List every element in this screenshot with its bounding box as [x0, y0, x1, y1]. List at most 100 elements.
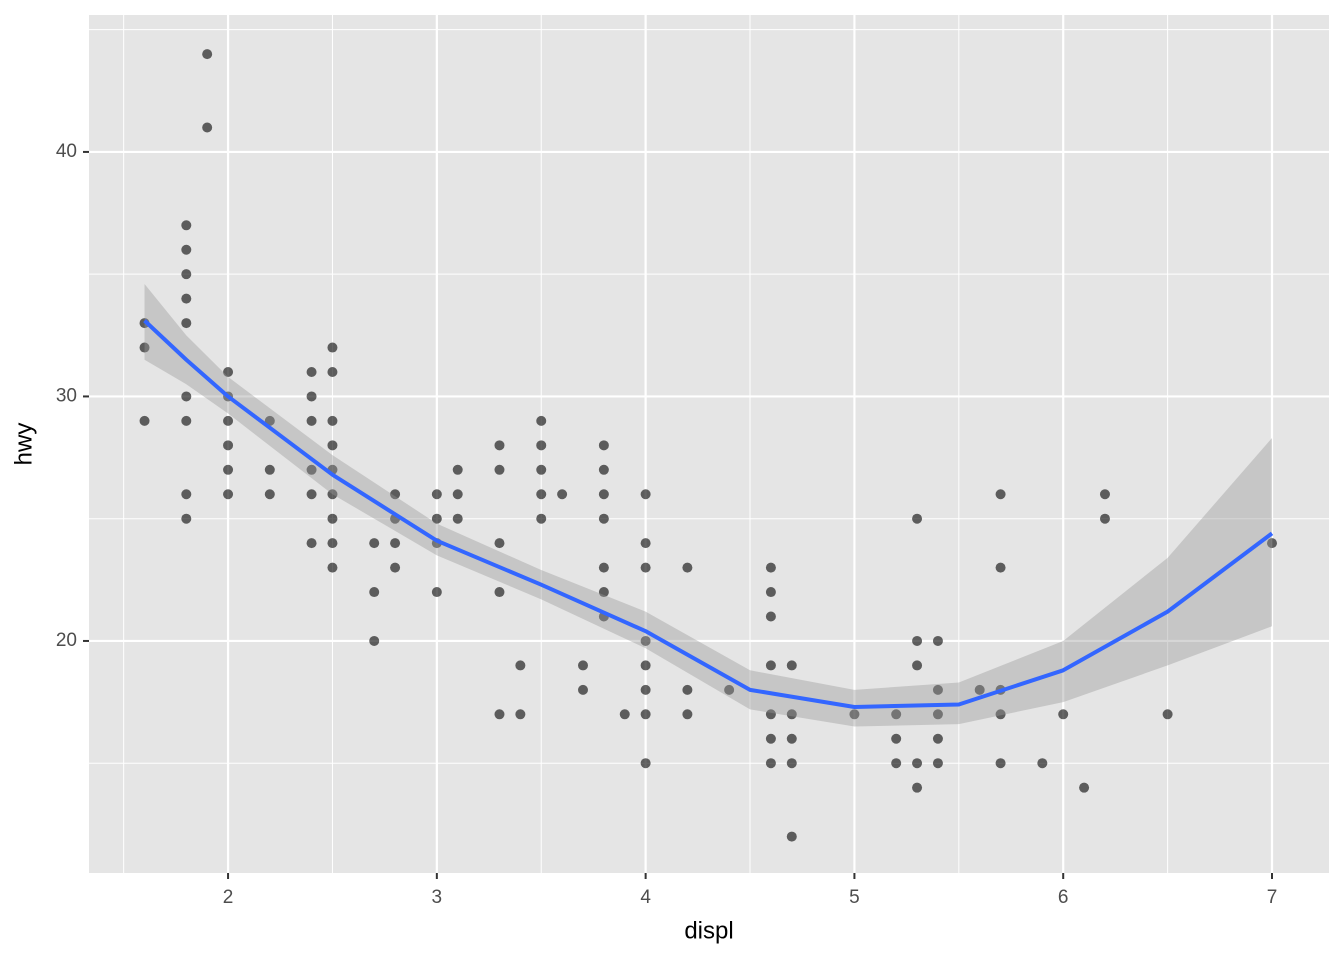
point [577, 660, 588, 671]
point [223, 366, 234, 377]
point [640, 538, 651, 549]
point [536, 489, 547, 500]
point [494, 709, 505, 720]
point [452, 464, 463, 475]
point [202, 122, 213, 133]
point [1079, 782, 1090, 793]
point [327, 562, 338, 573]
point [515, 709, 526, 720]
point [327, 440, 338, 451]
y-axis-title: hwy [10, 423, 37, 466]
point [181, 391, 192, 402]
point [932, 635, 943, 646]
point [181, 489, 192, 500]
point [598, 587, 609, 598]
point [306, 489, 317, 500]
point [181, 293, 192, 304]
point [598, 513, 609, 524]
point [912, 782, 923, 793]
point [682, 709, 693, 720]
point [640, 562, 651, 573]
x-tick-label: 4 [640, 887, 651, 908]
point [536, 464, 547, 475]
point [786, 660, 797, 671]
point [306, 464, 317, 475]
point [202, 49, 213, 60]
point [640, 635, 651, 646]
point [765, 587, 776, 598]
point [1099, 489, 1110, 500]
point [139, 415, 150, 426]
point [306, 415, 317, 426]
point [181, 513, 192, 524]
panel [89, 15, 1329, 873]
point [536, 513, 547, 524]
x-tick-label: 6 [1058, 887, 1069, 908]
point [598, 464, 609, 475]
x-axis-title: displ [684, 917, 733, 944]
point [682, 562, 693, 573]
point [181, 415, 192, 426]
point [494, 587, 505, 598]
point [494, 464, 505, 475]
point [1267, 538, 1278, 549]
point [932, 758, 943, 769]
point [932, 733, 943, 744]
point [598, 489, 609, 500]
point [264, 464, 275, 475]
point [891, 733, 902, 744]
x-tick-label: 7 [1267, 887, 1278, 908]
point [431, 513, 442, 524]
point [1058, 709, 1069, 720]
point [786, 733, 797, 744]
point [536, 440, 547, 451]
point [974, 684, 985, 695]
point [765, 733, 776, 744]
point [264, 489, 275, 500]
point [891, 709, 902, 720]
point [640, 709, 651, 720]
point [536, 415, 547, 426]
point [369, 587, 380, 598]
point [306, 538, 317, 549]
point [223, 489, 234, 500]
y-tick-label: 40 [56, 141, 77, 162]
x-tick-label: 3 [432, 887, 443, 908]
point [912, 758, 923, 769]
point [327, 342, 338, 353]
point [640, 489, 651, 500]
point [786, 831, 797, 842]
point [1037, 758, 1048, 769]
point [724, 684, 735, 695]
confidence-band [144, 283, 1273, 727]
point [891, 758, 902, 769]
point [223, 440, 234, 451]
point [682, 684, 693, 695]
point [912, 513, 923, 524]
point [1162, 709, 1173, 720]
point [577, 684, 588, 695]
point [390, 489, 401, 500]
y-tick-label: 20 [56, 630, 77, 651]
point [765, 709, 776, 720]
point [912, 660, 923, 671]
point [932, 709, 943, 720]
point [557, 489, 568, 500]
point [327, 513, 338, 524]
point [765, 660, 776, 671]
point [765, 562, 776, 573]
x-tick-label: 2 [223, 887, 234, 908]
point [223, 464, 234, 475]
point [223, 415, 234, 426]
point [431, 489, 442, 500]
point [327, 489, 338, 500]
point [431, 587, 442, 598]
point [995, 562, 1006, 573]
y-tick-label: 30 [56, 385, 77, 406]
point [995, 758, 1006, 769]
point [327, 538, 338, 549]
point [452, 489, 463, 500]
point [181, 220, 192, 231]
point [452, 513, 463, 524]
